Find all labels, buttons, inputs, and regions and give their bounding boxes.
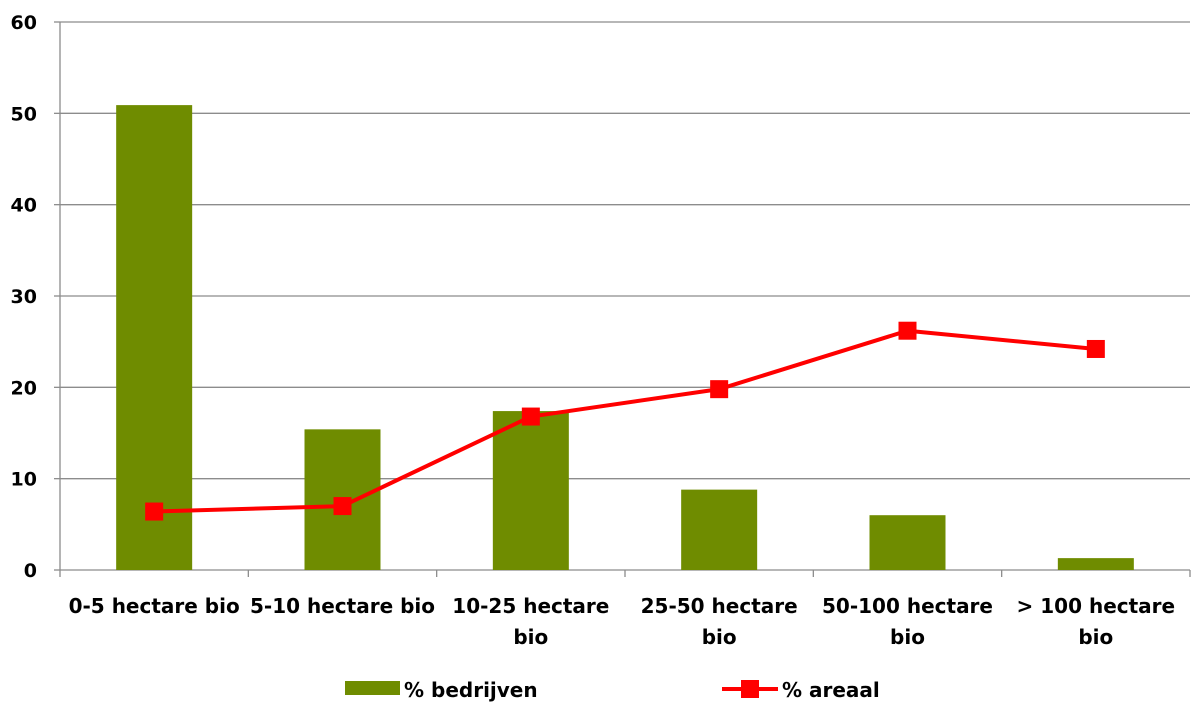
legend-line-label: % areaal [782, 678, 880, 702]
bar-5 [869, 515, 946, 570]
legend-line-marker [741, 680, 759, 698]
gridlines [60, 21, 1190, 480]
line-marker-4 [710, 380, 729, 399]
line-marker-1 [145, 502, 164, 521]
line-areaal [154, 328, 1097, 514]
x-category-label: bio [890, 625, 925, 649]
y-axis-labels: 0 10 20 30 40 50 60 [11, 12, 37, 582]
bar-3 [492, 411, 569, 570]
y-tick-label: 50 [11, 103, 37, 125]
x-category-label: bio [513, 625, 548, 649]
x-category-label: 25-50 hectare [641, 594, 798, 618]
x-category-label: 10-25 hectare [452, 594, 609, 618]
bar-series [116, 105, 1134, 570]
x-axis-labels: 0-5 hectare bio 5-10 hectare bio 10-25 hec… [69, 594, 1176, 649]
x-category-label: 0-5 hectare bio [69, 594, 240, 618]
legend-bar-swatch [345, 681, 400, 695]
line-marker-5 [898, 321, 917, 340]
y-tick-label: 10 [11, 469, 37, 491]
y-tick-label: 60 [11, 12, 37, 34]
x-category-label: 5-10 hectare bio [250, 594, 435, 618]
y-tick-label: 20 [11, 377, 37, 399]
x-category-label: bio [702, 625, 737, 649]
x-category-label: 50-100 hectare [822, 594, 993, 618]
bar-6 [1057, 558, 1134, 570]
line-marker-6 [1086, 339, 1105, 358]
line-marker-2 [333, 497, 352, 516]
x-category-label: bio [1078, 625, 1113, 649]
axes [54, 21, 1191, 577]
bar-1 [116, 105, 193, 570]
line-series [145, 321, 1105, 521]
x-category-label: > 100 hectare [1017, 594, 1176, 618]
y-tick-label: 30 [11, 286, 37, 308]
y-tick-label: 0 [24, 560, 37, 582]
legend-bar-label: % bedrijven [404, 678, 538, 702]
line-marker-3 [521, 407, 540, 426]
y-tick-label: 40 [11, 195, 37, 217]
legend: % bedrijven % areaal [345, 678, 880, 702]
bar-4 [681, 489, 758, 570]
